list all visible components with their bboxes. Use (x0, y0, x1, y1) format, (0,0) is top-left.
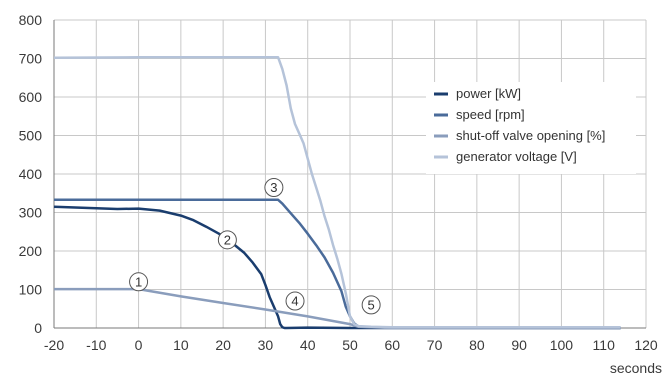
annotation-label: 4 (291, 294, 298, 309)
y-tick-label: 600 (19, 89, 43, 105)
y-tick-label: 200 (19, 243, 43, 259)
annotation-label: 3 (270, 180, 277, 195)
x-tick-label: 0 (135, 337, 143, 353)
legend-entry: shut-off valve opening [%] (456, 128, 605, 143)
x-tick-label: 40 (300, 337, 316, 353)
y-tick-label: 700 (19, 51, 43, 67)
series-layer (53, 56, 621, 330)
x-tick-label: 50 (342, 337, 358, 353)
y-tick-label: 0 (34, 320, 42, 336)
annotation-marker (129, 272, 149, 292)
annotation-marker (361, 295, 381, 315)
annotation-marker (217, 230, 237, 250)
series-line-0 (53, 205, 621, 330)
x-tick-label: -20 (44, 337, 64, 353)
legend-entry: speed [rpm] (456, 107, 525, 122)
x-tick-label: -10 (86, 337, 106, 353)
x-tick-label: 90 (511, 337, 527, 353)
legend-box (426, 82, 636, 174)
x-tick-label: 110 (593, 337, 616, 353)
x-axis-title: seconds (610, 360, 662, 376)
annotation-label: 2 (224, 232, 231, 247)
annotation-label: 5 (368, 297, 375, 312)
x-tick-label: 60 (384, 337, 400, 353)
axis-labels: -20 -10 0 10 20 30 40 50 60 70 80 90 100 110 120010020… (19, 12, 658, 353)
y-tick-label: 800 (19, 12, 43, 28)
y-tick-label: 300 (19, 205, 43, 221)
y-tick-label: 100 (19, 282, 43, 298)
legend-entry: power [kW] (456, 86, 521, 101)
x-tick-label: 20 (215, 337, 231, 353)
annotation-marker (264, 177, 284, 197)
annotation-marker (285, 291, 305, 311)
annotation-label: 1 (135, 274, 142, 289)
y-tick-label: 400 (19, 166, 43, 182)
x-tick-label: 100 (550, 337, 574, 353)
legend-entry: generator voltage [V] (456, 149, 577, 164)
x-tick-label: 10 (173, 337, 189, 353)
x-tick-label: 80 (469, 337, 485, 353)
legend: power [kW] speed [rpm] shut-off valve open… (426, 82, 636, 174)
annotations: 1 2 3 4 5 (129, 177, 381, 315)
x-tick-label: 120 (634, 337, 658, 353)
series-line-3 (53, 56, 621, 329)
x-tick-label: 30 (258, 337, 274, 353)
y-tick-label: 500 (19, 128, 43, 144)
x-tick-label: 70 (427, 337, 443, 353)
